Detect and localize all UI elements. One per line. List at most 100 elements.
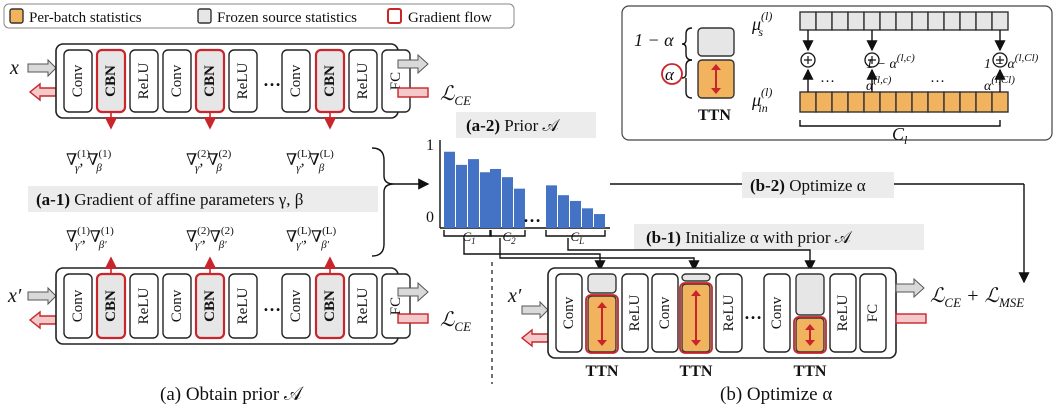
inset-one-minus-alpha: 1 − α: [634, 30, 674, 50]
inset-frozen-cell: [927, 11, 945, 31]
group-label-C2: C2: [503, 229, 517, 246]
inset-cl: Cl: [892, 124, 908, 147]
top-cbn-label: CBN: [103, 65, 119, 97]
bottom-dots: …: [263, 295, 281, 315]
opt-conv-label: Conv: [657, 296, 673, 329]
input-x-prime-b: x′: [507, 285, 522, 307]
top-relu-block: [228, 49, 258, 113]
bar-CL-1: [546, 185, 557, 228]
inset-cl-bracket: [799, 120, 1001, 127]
gradient-back-arrow-bottom: [28, 310, 57, 330]
legend: Per-batch statistics Frozen source stati…: [3, 3, 515, 29]
opt-relu-block: [829, 273, 857, 353]
opt-conv-label: Conv: [561, 296, 577, 329]
bottom-conv-block: [63, 273, 93, 339]
bar-C2-3: [514, 188, 525, 228]
inset-batch-cell: [799, 91, 817, 113]
grad-top-L: ∇(L) γ, ∇(L) β: [286, 148, 334, 174]
bottom-cbn-label: CBN: [103, 290, 119, 322]
opt-conv-block: [763, 273, 791, 353]
output-arrow-b: [895, 277, 925, 299]
caption-a: (a) Obtain prior 𝒜: [160, 384, 304, 405]
opt-relu-label: ReLU: [721, 295, 737, 332]
inset-coef-2: 1 − α(l,Cl): [984, 52, 1039, 72]
opt-relu-block: [621, 273, 649, 353]
bottom-relu-label: ReLU: [235, 288, 251, 325]
bar-CL-3: [570, 200, 581, 228]
bottom-fc-label: FC: [388, 297, 404, 315]
inset-frozen-cell: [879, 11, 897, 31]
inset-dots-1: …: [820, 70, 835, 86]
top-relu-label: ReLU: [136, 63, 152, 100]
output-arrow: [397, 53, 429, 75]
ttn-frozen-part: [681, 273, 711, 282]
inset-frozen-cell: [847, 11, 865, 31]
legend-frozen: Frozen source statistics: [217, 10, 357, 26]
y-tick-1: 1: [426, 137, 434, 154]
legend-gradient: Gradient flow: [408, 10, 492, 26]
top-conv-block: [162, 49, 192, 113]
bar-C2-2: [502, 177, 513, 228]
loss-ce-top: ℒCE: [440, 83, 471, 108]
inset-mu-s: μ(l) s: [751, 9, 772, 39]
ttn-label: TTN: [794, 363, 827, 380]
ttn-label: TTN: [586, 363, 619, 380]
grad-bottom-2: ∇(2) γ′, ∇(2) β′: [186, 225, 234, 251]
ttn-label: TTN: [680, 363, 713, 380]
bar-C1-3: [468, 159, 479, 228]
inset-alpha: α: [665, 65, 675, 84]
input-arrow-bottom: [27, 286, 57, 306]
inset-frozen-cell: [895, 11, 913, 31]
group-bracket-C1: [443, 230, 492, 237]
caption-b: (b) Optimize α: [720, 384, 832, 405]
group-bracket-C2: [489, 230, 526, 237]
top-conv-block: [281, 49, 311, 113]
step-b1-bg: [634, 224, 924, 250]
ttn-frozen-part: [795, 273, 825, 316]
bar-C1-1: [444, 151, 455, 228]
group-label-C1: C1: [463, 229, 476, 246]
step-a2-label: (a-2) Prior 𝒜: [466, 116, 560, 135]
step-b2-bg: [742, 172, 894, 198]
top-relu-block: [129, 49, 159, 113]
opt-relu-label: ReLU: [835, 295, 851, 332]
opt-dots: …: [744, 303, 762, 323]
inset-batch-cell: [847, 91, 865, 113]
frozen-swatch: [197, 8, 212, 24]
bottom-conv-block: [281, 273, 311, 339]
opt-conv-block: [555, 273, 583, 353]
group-bracket-CL: [545, 230, 606, 237]
inset-frozen-cell: [959, 11, 977, 31]
gradients-bottom: ∇(1) γ′, ∇(1) β′ ∇(2) γ′, ∇(2) β′ ∇(L) γ′, ∇(…: [66, 225, 337, 251]
gradients-top: ∇(1) γ, ∇(1) β ∇(2) γ, ∇(2) β ∇(L) γ, ∇(L) β: [66, 148, 334, 174]
bottom-relu-block: [129, 273, 159, 339]
ttn-inset: 1 − α α TTN μ(l) s μ(l) in 1 − α(l,c) 1 − …: [621, 5, 1053, 147]
inset-frozen-cell: [911, 11, 929, 31]
step-b1-label: (b-1) Initialize α with prior 𝒜: [646, 228, 853, 247]
inset-batch-cell: [879, 91, 897, 113]
step-a2-bg: [456, 112, 596, 138]
opt-fc-block: [859, 273, 887, 353]
inset-batch-cell: [943, 91, 961, 113]
bottom-relu-label: ReLU: [355, 288, 371, 325]
loss-ce-bottom: ℒCE: [440, 309, 471, 334]
step-a1: (a-1) Gradient of affine parameters γ, β: [28, 186, 378, 212]
inset-mu-in: μ(l) in: [751, 85, 772, 115]
opt-relu-label: ReLU: [627, 295, 643, 332]
bottom-relu-block: [228, 273, 258, 339]
grad-bottom-1: ∇(1) γ′, ∇(1) β′: [66, 225, 114, 251]
bottom-conv-label: Conv: [169, 289, 185, 322]
top-relu-block: [348, 49, 378, 113]
inset-frozen-block: [697, 27, 735, 57]
bottom-cbn-label: CBN: [322, 290, 338, 322]
top-network: x Conv CBN ReLU Conv CBN ReLU … Conv CBN ReLU FC ℒ…: [9, 43, 471, 130]
inset-frozen-cell: [831, 11, 849, 31]
inset-coef-1: 1 − α(l,c): [866, 52, 915, 72]
loss-gradient-bar-b: [895, 313, 927, 324]
bottom-conv-label: Conv: [288, 289, 304, 322]
top-cbn-label: CBN: [322, 65, 338, 97]
top-conv-label: Conv: [169, 64, 185, 97]
prior-chart: (a-2) Prior 𝒜 1 0 … C1 C2 CL: [426, 112, 610, 246]
